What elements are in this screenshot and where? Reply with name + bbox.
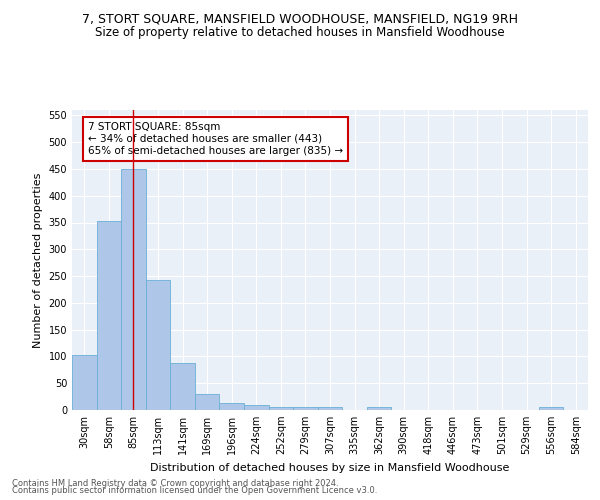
Bar — [170, 363, 195, 410]
Bar — [293, 408, 318, 410]
Bar — [318, 408, 342, 410]
Bar — [220, 402, 244, 410]
Text: 7, STORT SQUARE, MANSFIELD WOODHOUSE, MANSFIELD, NG19 9RH: 7, STORT SQUARE, MANSFIELD WOODHOUSE, MA… — [82, 12, 518, 26]
Bar — [244, 404, 269, 410]
Bar — [539, 408, 563, 410]
X-axis label: Distribution of detached houses by size in Mansfield Woodhouse: Distribution of detached houses by size … — [151, 462, 509, 472]
Text: Contains public sector information licensed under the Open Government Licence v3: Contains public sector information licen… — [12, 486, 377, 495]
Bar — [195, 394, 220, 410]
Text: 7 STORT SQUARE: 85sqm
← 34% of detached houses are smaller (443)
65% of semi-det: 7 STORT SQUARE: 85sqm ← 34% of detached … — [88, 122, 343, 156]
Text: Contains HM Land Registry data © Crown copyright and database right 2024.: Contains HM Land Registry data © Crown c… — [12, 478, 338, 488]
Bar — [146, 280, 170, 410]
Text: Size of property relative to detached houses in Mansfield Woodhouse: Size of property relative to detached ho… — [95, 26, 505, 39]
Bar — [97, 221, 121, 410]
Bar — [72, 355, 97, 410]
Y-axis label: Number of detached properties: Number of detached properties — [33, 172, 43, 348]
Bar — [269, 408, 293, 410]
Bar — [121, 169, 146, 410]
Bar — [367, 408, 391, 410]
